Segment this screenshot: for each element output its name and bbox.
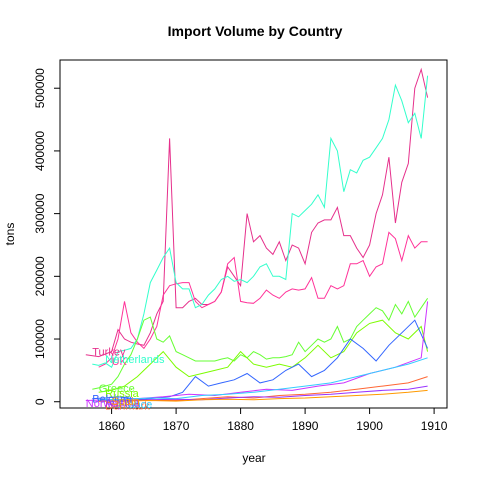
series-label-norway: Norway xyxy=(86,398,124,410)
series-label-austria: Austria xyxy=(105,397,140,409)
series-label-uk: UK xyxy=(112,356,128,368)
series-line-belgium xyxy=(92,319,429,400)
x-tick-label: 1880 xyxy=(227,419,254,433)
y-axis: 0 100000 200000 300000 400000 500000 xyxy=(33,68,61,405)
series-label-belgium: Belgium xyxy=(92,394,132,406)
series-label-russia: Russia xyxy=(105,388,140,400)
series-line-russia xyxy=(98,319,429,393)
y-tick-label: 300000 xyxy=(33,193,47,233)
x-tick-label: 1910 xyxy=(421,419,448,433)
series-label-spain: Spain xyxy=(112,396,140,408)
series-line-spain xyxy=(98,389,428,402)
series-line-uk xyxy=(98,231,428,368)
series-label-greece: Greece xyxy=(99,383,135,395)
series-line-norway xyxy=(85,301,429,401)
series-line-france xyxy=(98,357,428,401)
series-line-netherlands xyxy=(92,75,429,368)
y-tick-label: 200000 xyxy=(33,256,47,296)
series-label-netherlands: Netherlands xyxy=(105,354,165,366)
series-label-turkey: Turkey xyxy=(92,347,126,359)
series-lines xyxy=(85,67,429,402)
series-label-denmark: Denmark xyxy=(105,400,150,412)
series-line-greece xyxy=(92,298,429,390)
x-tick-label: 1900 xyxy=(356,419,383,433)
x-axis-label: year xyxy=(242,451,265,465)
y-tick-label: 500000 xyxy=(33,68,47,108)
series-line-austria xyxy=(98,385,428,402)
y-tick-label: 100000 xyxy=(33,319,47,359)
y-axis-label: tons xyxy=(3,223,17,246)
x-tick-label: 1890 xyxy=(292,419,319,433)
chart-title: Import Volume by Country xyxy=(168,23,343,39)
x-tick-label: 1870 xyxy=(163,419,190,433)
series-line-turkey xyxy=(85,67,429,358)
x-axis: 1860 1870 1880 1890 1900 1910 xyxy=(98,407,448,433)
series-label-france: France xyxy=(118,399,152,411)
x-tick-label: 1860 xyxy=(98,419,125,433)
y-tick-label: 0 xyxy=(33,398,47,405)
y-tick-label: 400000 xyxy=(33,131,47,171)
